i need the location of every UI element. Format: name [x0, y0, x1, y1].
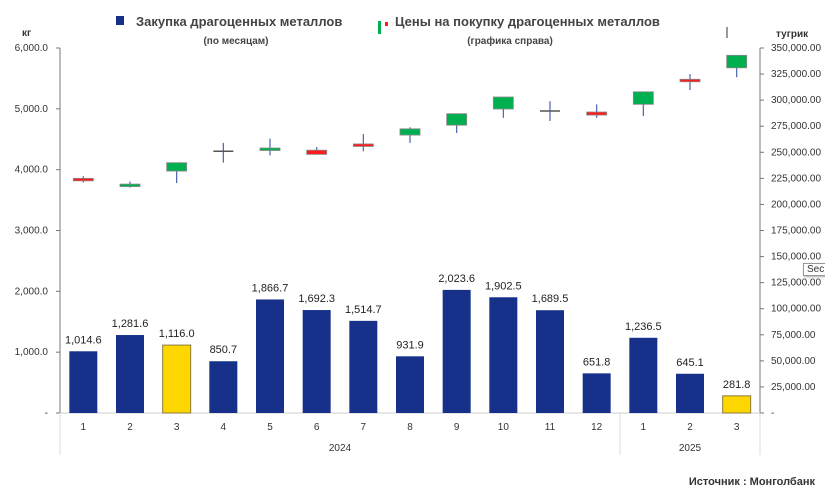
- right-tick-label: 225,000.00: [771, 173, 821, 184]
- category-label: 10: [498, 422, 510, 433]
- bar: [209, 361, 238, 413]
- left-tick-label: 4,000.0: [15, 165, 49, 176]
- right-tick-label: 250,000.00: [771, 147, 821, 158]
- legend-candle-down-swatch: [385, 22, 388, 26]
- candle-body: [259, 147, 281, 151]
- bar-value-label: 645.1: [676, 357, 704, 369]
- right-tick-label: 100,000.00: [771, 304, 821, 315]
- candle-body: [166, 162, 188, 172]
- right-tick-label: 350,000.00: [771, 43, 821, 54]
- legend-candle-up-swatch: [378, 21, 381, 34]
- bar: [69, 351, 98, 413]
- candle-body: [352, 143, 374, 147]
- legend-bars-sub: (по месяцам): [203, 36, 268, 47]
- category-label: 7: [361, 422, 367, 433]
- right-tick-label: 275,000.00: [771, 121, 821, 132]
- bar-value-label: 651.8: [583, 356, 611, 368]
- candle-body: [306, 149, 328, 155]
- left-tick-label: 5,000.0: [15, 104, 49, 115]
- bar: [396, 356, 424, 413]
- bar-value-label: 931.9: [396, 339, 424, 351]
- candle-body: [492, 96, 514, 110]
- category-label: 9: [454, 422, 460, 433]
- bar-value-label: 850.7: [210, 344, 238, 356]
- legend-candles-label: Цены на покупку драгоценных металлов: [395, 14, 660, 29]
- left-tick-label: 3,000.0: [15, 226, 49, 237]
- candle-body: [679, 78, 701, 83]
- left-tick-label: 2,000.0: [15, 286, 49, 297]
- category-label: 8: [407, 422, 413, 433]
- bar: [676, 373, 704, 413]
- candle-body: [399, 128, 421, 136]
- category-label: 6: [314, 422, 320, 433]
- bar: [536, 310, 564, 413]
- right-tick-label: 125,000.00: [771, 278, 821, 289]
- right-tick-label: 75,000.00: [771, 330, 816, 341]
- year-label: 2025: [679, 443, 702, 454]
- category-label: 1: [641, 422, 647, 433]
- bar-value-label: 1,692.3: [298, 293, 335, 305]
- bar: [722, 395, 752, 414]
- category-label: 2: [687, 422, 693, 433]
- right-tick-label: 150,000.00: [771, 252, 821, 263]
- bar: [162, 344, 192, 414]
- bar: [489, 297, 518, 413]
- candle-body: [586, 111, 608, 116]
- bar-value-label: 2,023.6: [438, 273, 475, 285]
- left-tick-label: -: [45, 408, 48, 419]
- bar-value-label: 281.8: [723, 379, 751, 391]
- right-tick-label: 200,000.00: [771, 199, 821, 210]
- bar-value-label: 1,281.6: [112, 318, 149, 330]
- category-label: 1: [81, 422, 87, 433]
- tooltip: Sec: [803, 263, 825, 276]
- candle-body: [119, 183, 141, 187]
- bar: [116, 335, 144, 413]
- category-label: 3: [734, 422, 740, 433]
- category-label: 5: [267, 422, 273, 433]
- category-label: 3: [174, 422, 180, 433]
- right-tick-label: 175,000.00: [771, 226, 821, 237]
- bar-value-label: 1,902.5: [485, 280, 522, 292]
- bar-value-label: 1,689.5: [532, 293, 569, 305]
- category-label: 2: [127, 422, 133, 433]
- category-label: 4: [221, 422, 227, 433]
- right-tick-label: -: [771, 408, 774, 419]
- candle-body: [72, 177, 94, 182]
- bar-value-label: 1,236.5: [625, 321, 662, 333]
- bar: [629, 337, 658, 413]
- right-tick-label: 25,000.00: [771, 382, 816, 393]
- right-tick-label: 325,000.00: [771, 69, 821, 80]
- bar: [256, 299, 284, 413]
- year-label: 2024: [329, 443, 352, 454]
- left-tick-label: 1,000.0: [15, 347, 49, 358]
- legend-bars-label: Закупка драгоценных металлов: [136, 14, 342, 29]
- left-axis-unit: кг: [22, 28, 31, 39]
- candle-body: [446, 113, 468, 126]
- bar: [349, 320, 378, 413]
- candle-body: [632, 91, 654, 105]
- bar-value-label: 1,014.6: [65, 334, 102, 346]
- right-tick-label: 300,000.00: [771, 95, 821, 106]
- bar: [442, 289, 471, 413]
- bar-value-label: 1,866.7: [252, 282, 289, 294]
- bar-value-label: 1,116.0: [159, 328, 195, 340]
- bar-value-label: 1,514.7: [345, 304, 382, 316]
- left-tick-label: 6,000.0: [15, 43, 49, 54]
- legend-candles-sub: (графика справа): [467, 35, 553, 47]
- bar: [582, 373, 611, 413]
- candle-body: [726, 54, 748, 69]
- right-axis-unit: тугрик: [776, 29, 809, 40]
- legend-bar-swatch: [116, 16, 124, 25]
- bar: [302, 310, 331, 413]
- right-tick-label: 50,000.00: [771, 356, 816, 367]
- category-label: 11: [545, 422, 556, 433]
- source-note: Источник : Монголбанк: [689, 476, 816, 488]
- category-label: 12: [591, 422, 603, 433]
